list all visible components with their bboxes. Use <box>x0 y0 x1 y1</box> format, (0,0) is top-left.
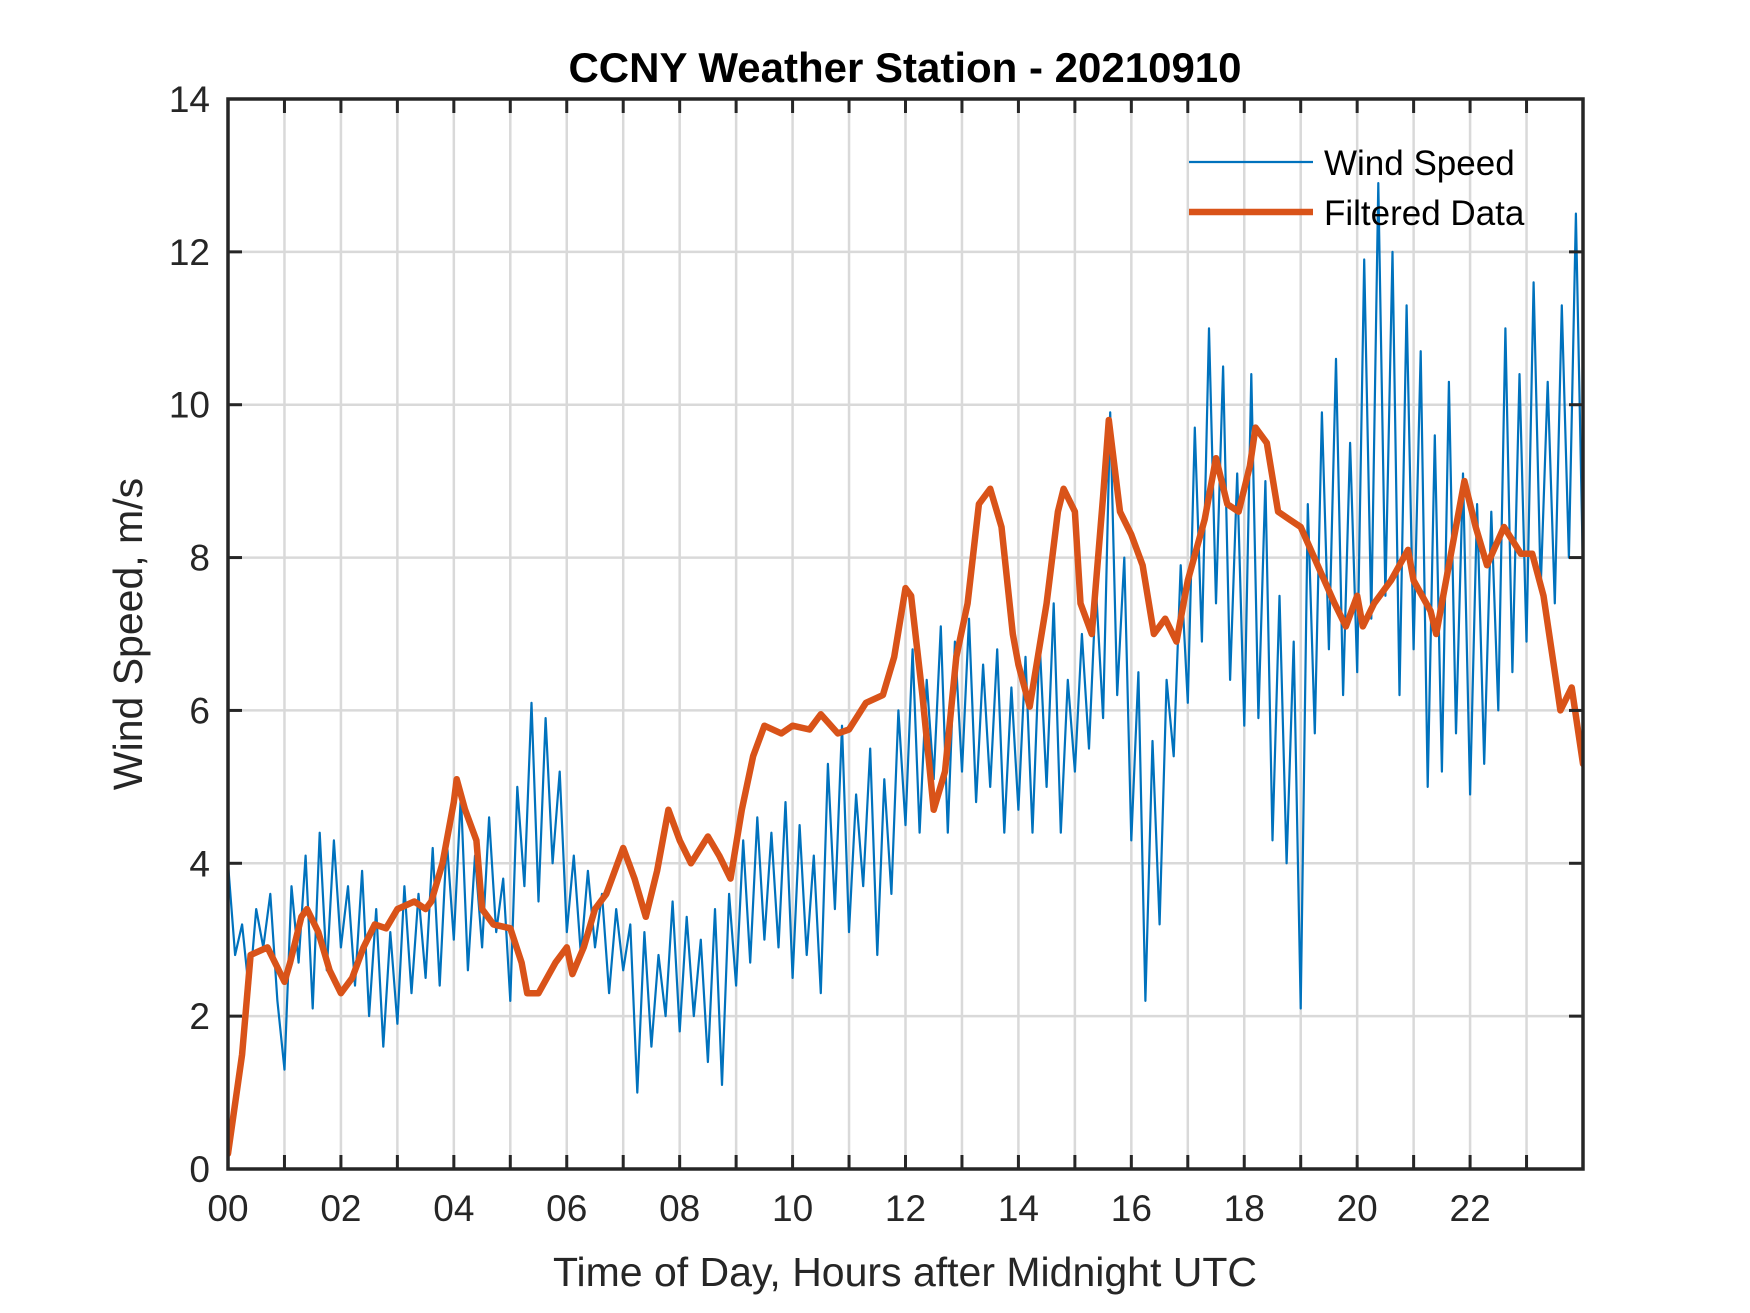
x-gridlines <box>283 99 1528 1169</box>
series-line-wind-speed <box>228 182 1583 1094</box>
x-tick-label: 10 <box>772 1188 813 1229</box>
x-tick-label: 22 <box>1450 1188 1491 1229</box>
x-tick-label: 12 <box>885 1188 926 1229</box>
x-axis-label: Time of Day, Hours after Midnight UTC <box>553 1249 1257 1295</box>
legend-label-wind-speed: Wind Speed <box>1324 144 1515 183</box>
x-tick-label: 18 <box>1224 1188 1265 1229</box>
x-tick-label: 08 <box>659 1188 700 1229</box>
x-tick-label: 00 <box>207 1188 248 1229</box>
y-tick-labels: 0 2 4 6 8 10 12 14 <box>169 79 210 1190</box>
y-tick-label: 4 <box>189 843 210 884</box>
x-tick-label: 04 <box>433 1188 474 1229</box>
axes-box <box>226 97 1585 1171</box>
x-tick-label: 16 <box>1111 1188 1152 1229</box>
legend-label-filtered-data: Filtered Data <box>1324 194 1525 233</box>
legend: Wind Speed Filtered Data <box>1189 144 1525 233</box>
y-axis-label: Wind Speed, m/s <box>105 478 151 790</box>
y-tick-label: 0 <box>189 1149 210 1190</box>
y-tick-label: 10 <box>169 385 210 426</box>
y-tick-label: 12 <box>169 232 210 273</box>
series-line-filtered-data <box>228 416 1583 1157</box>
y-gridlines <box>228 250 1583 1018</box>
x-tick-label: 06 <box>546 1188 587 1229</box>
x-tick-label: 20 <box>1337 1188 1378 1229</box>
y-tick-label: 6 <box>189 690 210 731</box>
x-tick-labels: 00 02 04 06 08 10 12 14 16 18 20 22 <box>207 1188 1490 1229</box>
x-tick-label: 14 <box>998 1188 1039 1229</box>
y-tick-label: 8 <box>189 538 210 579</box>
axis-ticks <box>228 99 1583 1169</box>
y-tick-label: 14 <box>169 79 210 120</box>
y-tick-label: 2 <box>189 996 210 1037</box>
x-tick-label: 02 <box>320 1188 361 1229</box>
chart-title: CCNY Weather Station - 20210910 <box>568 44 1241 91</box>
